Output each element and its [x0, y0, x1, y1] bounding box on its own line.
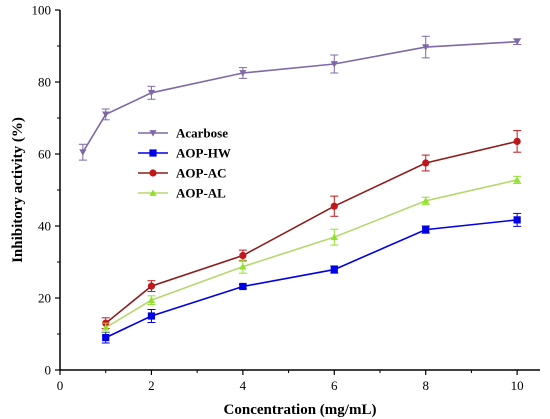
x-tick-label: 4 [240, 378, 247, 393]
data-point [239, 263, 247, 270]
data-point [513, 216, 521, 224]
legend-label: AOP-HW [176, 146, 231, 161]
plot-area [78, 35, 522, 344]
data-point [147, 282, 156, 290]
data-point [513, 176, 521, 183]
series [101, 212, 522, 344]
y-tick-label: 80 [38, 75, 51, 90]
data-point [422, 197, 430, 204]
series [78, 35, 522, 161]
data-point [147, 89, 156, 97]
data-point [422, 44, 430, 51]
legend: Acarbose AOP-HW AOP-AC AOP-AL [138, 126, 231, 201]
series-line [82, 40, 518, 153]
data-point [330, 265, 338, 274]
data-point [79, 149, 87, 156]
data-point [102, 111, 110, 118]
y-tick-label: 40 [38, 219, 51, 234]
x-axis-title: Concentration (mg/mL) [224, 402, 377, 418]
series [101, 175, 522, 333]
data-point [422, 226, 430, 234]
legend-item: Acarbose [138, 126, 228, 141]
series-line [105, 219, 518, 339]
y-axis-title: Inhibitory activity (%) [10, 117, 26, 263]
series-line [105, 140, 518, 324]
legend-marker [149, 149, 157, 157]
data-point [422, 159, 430, 167]
legend-item: AOP-AL [138, 186, 226, 201]
data-point [239, 251, 247, 260]
data-point [239, 282, 247, 291]
series [101, 130, 522, 330]
data-point [330, 61, 338, 68]
x-tick-label: 6 [331, 378, 338, 393]
legend-label: AOP-AL [176, 186, 226, 201]
x-tick-label: 8 [422, 378, 429, 393]
data-point [147, 312, 156, 320]
legend-marker [149, 189, 157, 196]
data-point [513, 38, 521, 46]
data-point [330, 202, 338, 210]
legend-item: AOP-AC [138, 166, 227, 181]
series-line [105, 179, 518, 329]
data-point [330, 233, 338, 241]
legend-item: AOP-HW [138, 146, 231, 161]
legend-label: AOP-AC [176, 166, 227, 181]
data-point [239, 70, 247, 77]
data-point [102, 323, 110, 331]
legend-marker [149, 130, 157, 137]
y-tick-label: 100 [32, 3, 52, 18]
y-tick-label: 0 [45, 363, 52, 378]
axes: 0 2 4 6 8 10 0 20 40 60 80 100 [32, 3, 540, 393]
legend-marker [149, 169, 157, 177]
y-tick-label: 20 [38, 291, 51, 306]
data-point [513, 137, 521, 145]
data-point [147, 296, 156, 304]
x-tick-label: 10 [511, 378, 524, 393]
x-tick-label: 0 [57, 378, 64, 393]
x-tick-label: 2 [148, 378, 155, 393]
legend-label: Acarbose [176, 126, 228, 141]
x-ticks: 0 2 4 6 8 10 [57, 370, 524, 393]
data-point [102, 334, 110, 342]
y-tick-label: 60 [38, 147, 51, 162]
y-ticks: 0 20 40 60 80 100 [32, 3, 60, 378]
